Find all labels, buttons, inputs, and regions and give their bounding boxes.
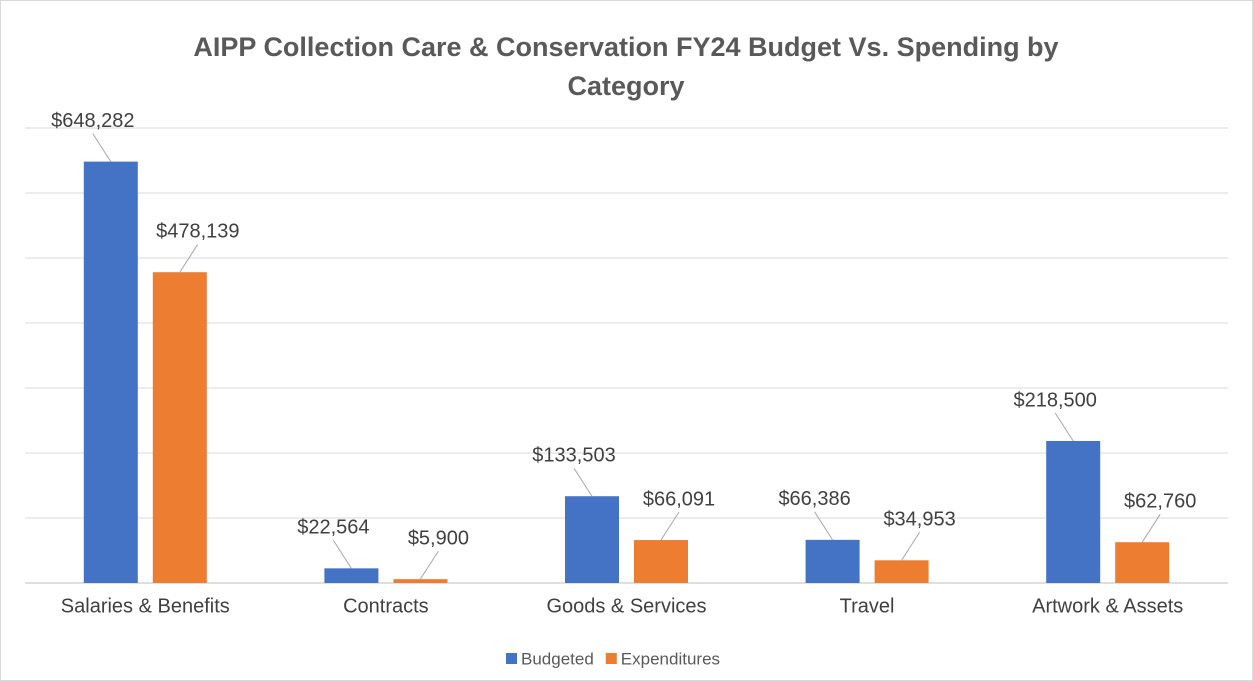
leader-line	[179, 243, 199, 273]
leader-line	[660, 511, 680, 541]
leader-line	[1054, 412, 1074, 442]
x-tick-label: Salaries & Benefits	[61, 595, 230, 617]
data-label: $34,953	[883, 509, 955, 531]
data-label: $66,091	[643, 488, 715, 510]
leader-line	[901, 532, 921, 561]
data-label: $478,139	[156, 220, 239, 242]
leader-line	[814, 511, 834, 541]
leader-line	[573, 467, 593, 497]
bar	[152, 272, 207, 583]
x-tick-label: Goods & Services	[546, 595, 706, 617]
leader-line	[419, 550, 439, 580]
legend-label: Budgeted	[521, 649, 594, 668]
bar	[83, 161, 138, 583]
data-label: $22,564	[297, 517, 369, 539]
legend-swatch	[605, 653, 617, 664]
data-label: $133,503	[532, 445, 615, 467]
leader-line	[332, 540, 352, 569]
leader-line	[1141, 513, 1161, 543]
bar	[1115, 542, 1170, 583]
bar	[805, 539, 860, 583]
data-label: $66,386	[778, 488, 850, 510]
data-label: $62,760	[1124, 490, 1196, 512]
chart-title: AIPP Collection Care & Conservation FY24…	[193, 32, 1059, 101]
leader-line	[92, 133, 112, 162]
bar	[565, 496, 619, 583]
x-tick-label: Contracts	[343, 595, 429, 617]
x-tick-label: Travel	[840, 595, 895, 617]
data-label: $5,900	[408, 527, 469, 549]
bar	[393, 579, 448, 583]
x-tick-label: Artwork & Assets	[1032, 595, 1183, 617]
legend-swatch	[506, 653, 517, 664]
bar	[1046, 440, 1101, 583]
bar	[324, 568, 379, 583]
bar	[634, 540, 688, 583]
data-label: $218,500	[1013, 389, 1096, 411]
data-label: $648,282	[51, 110, 134, 132]
legend-label: Expenditures	[621, 649, 720, 668]
bar	[874, 560, 929, 583]
